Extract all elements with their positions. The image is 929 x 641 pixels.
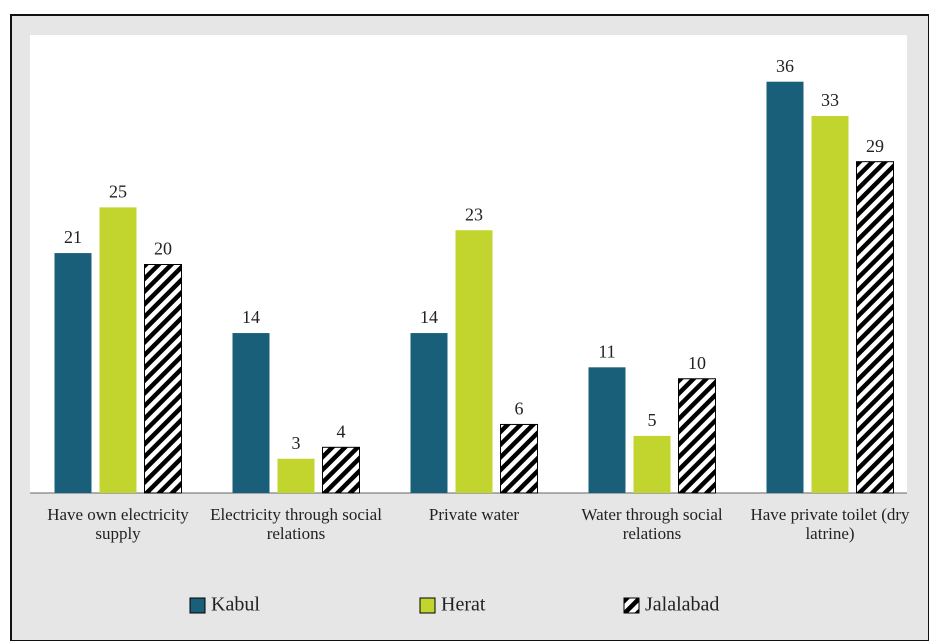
- bar: [500, 423, 538, 494]
- value-label: 3: [292, 433, 301, 453]
- x-tick-label: Have private toilet (dry latrine): [750, 505, 910, 543]
- legend-swatch: [623, 597, 640, 614]
- value-label: 21: [64, 227, 82, 247]
- legend-label: Jalalabad: [645, 594, 719, 616]
- bar: [811, 115, 849, 493]
- bar: [678, 378, 716, 494]
- bar: [410, 333, 448, 493]
- value-label: 14: [242, 307, 260, 327]
- value-label: 11: [598, 341, 615, 361]
- bar: [455, 230, 493, 493]
- value-label: 4: [337, 421, 346, 441]
- x-tick-label: Electricity through social relations: [210, 505, 382, 543]
- bar: [54, 253, 92, 493]
- bar: [766, 81, 804, 493]
- x-tick-label: Private water: [428, 505, 520, 524]
- value-label: 5: [648, 410, 657, 430]
- value-label: 23: [465, 204, 483, 224]
- legend-swatch: [419, 597, 436, 614]
- value-label: 6: [515, 399, 524, 419]
- value-label: 10: [688, 353, 706, 373]
- bar: [588, 367, 626, 493]
- bar: [277, 458, 315, 493]
- value-label: 29: [866, 136, 884, 156]
- value-label: 14: [420, 307, 438, 327]
- value-label: 33: [821, 90, 839, 110]
- value-label: 20: [154, 239, 172, 259]
- x-tick-label: Water through social relations: [581, 505, 723, 543]
- bar: [144, 264, 182, 494]
- legend-label: Herat: [441, 594, 486, 616]
- bar: [99, 207, 137, 493]
- value-label: 36: [776, 56, 794, 76]
- bar: [322, 446, 360, 494]
- legend-swatch: [189, 597, 206, 614]
- x-tick-label: Have own electricity supply: [47, 505, 189, 543]
- bar: [633, 435, 671, 493]
- bar: [856, 161, 894, 494]
- legend-label: Kabul: [211, 594, 260, 616]
- bar: [232, 333, 270, 493]
- value-label: 25: [109, 182, 127, 202]
